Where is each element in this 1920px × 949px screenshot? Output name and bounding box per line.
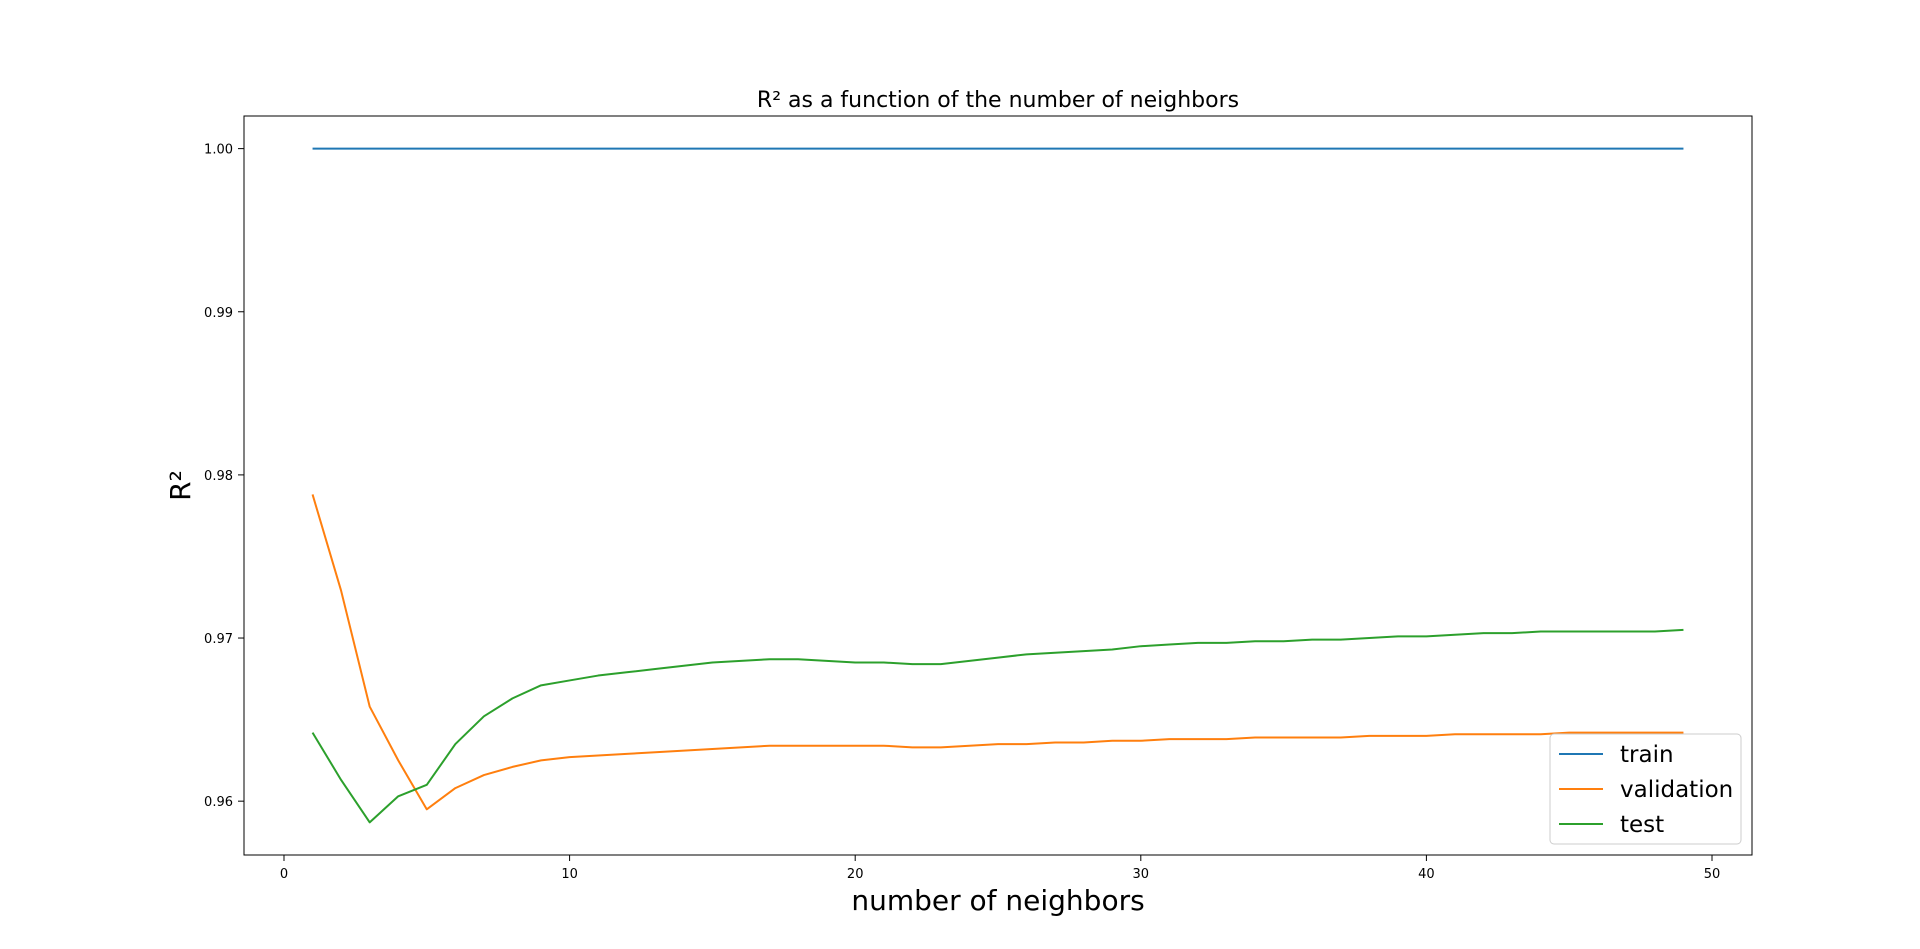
x-axis-title: number of neighbors — [851, 884, 1144, 917]
legend-label: train — [1620, 742, 1674, 768]
x-tick-label: 10 — [561, 867, 578, 882]
legend: train validation test — [1549, 733, 1742, 845]
series-layer — [311, 147, 1684, 824]
y-tick-label: 0.98 — [204, 469, 233, 484]
legend-item-test: test — [1559, 812, 1664, 838]
chart-title: R² as a function of the number of neighb… — [757, 88, 1239, 113]
x-tick-label: 20 — [847, 867, 864, 882]
x-tick-label: 50 — [1704, 867, 1721, 882]
legend-item-validation: validation — [1559, 777, 1733, 803]
y-tick-label: 0.96 — [204, 795, 233, 810]
y-axis-ticks: 0.96 0.97 0.98 0.99 1.00 — [204, 143, 244, 810]
x-tick-label: 0 — [280, 867, 288, 882]
y-tick-label: 0.99 — [204, 306, 233, 321]
x-tick-label: 30 — [1133, 867, 1150, 882]
legend-item-train: train — [1559, 742, 1674, 768]
legend-box — [1549, 733, 1742, 845]
x-tick-label: 40 — [1418, 867, 1435, 882]
y-axis-title: R² — [164, 470, 197, 501]
series-line-test — [311, 628, 1684, 824]
plot-area: 0 10 20 30 40 50 0.96 0.97 0.98 0.99 1.00 — [204, 115, 1753, 882]
axes-frame — [243, 115, 1753, 856]
x-axis-ticks: 0 10 20 30 40 50 — [280, 855, 1720, 882]
legend-label: validation — [1620, 777, 1733, 803]
legend-label: test — [1620, 812, 1664, 838]
y-tick-label: 0.97 — [204, 632, 233, 647]
series-line-validation — [311, 494, 1684, 811]
y-tick-label: 1.00 — [204, 143, 233, 158]
